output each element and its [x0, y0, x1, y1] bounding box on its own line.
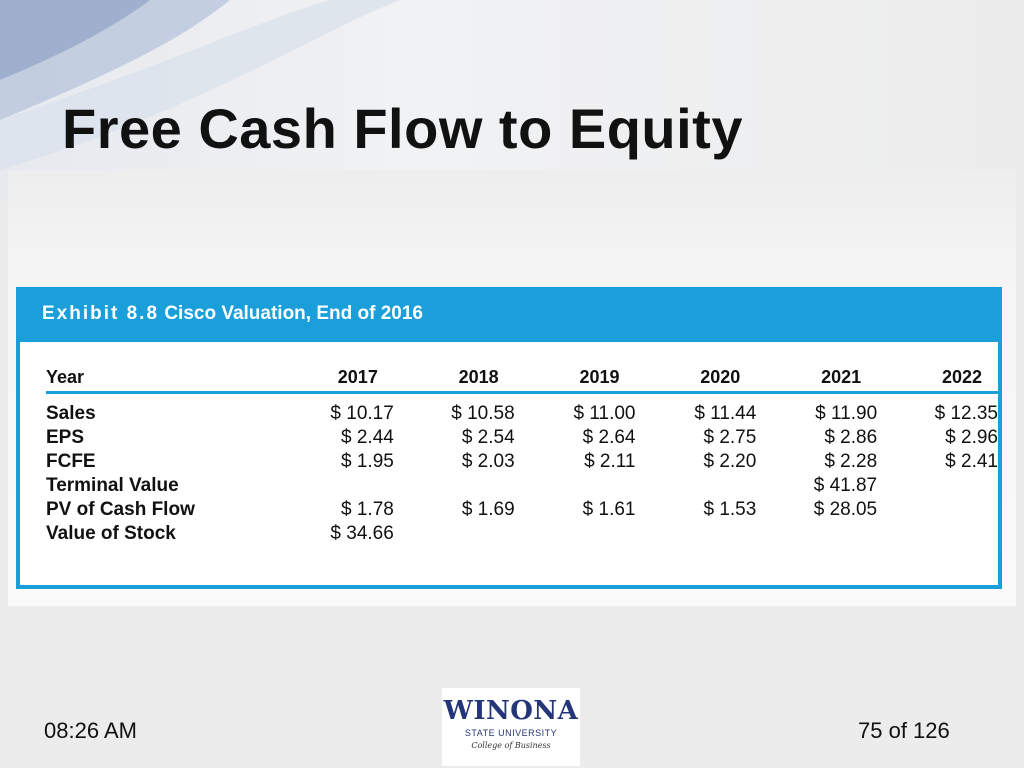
table-header-row: Year 2017 2018 2019 2020 2021 2022	[46, 363, 998, 394]
table-cell: $ 1.69	[461, 499, 515, 520]
table-cell: $ 41.87	[813, 475, 878, 496]
table-row-eps: EPS $ 2.44 $ 2.54 $ 2.64 $ 2.75 $ 2.86 $…	[46, 426, 998, 450]
table-cell	[394, 522, 515, 546]
year-column-header: 2018	[393, 363, 515, 394]
table-row-fcfe: FCFE $ 1.95 $ 2.03 $ 2.11 $ 2.20 $ 2.28 …	[46, 450, 998, 474]
table-cell	[635, 474, 756, 498]
logo-wordmark: WINONA	[443, 696, 579, 726]
table-cell	[756, 522, 877, 546]
table-cell	[515, 474, 636, 498]
table-row-pv-of-cash-flow: PV of Cash Flow $ 1.78 $ 1.69 $ 1.61 $ 1…	[46, 498, 998, 522]
table-cell: $ 10.58	[451, 403, 515, 424]
slide-title: Free Cash Flow to Equity	[62, 97, 743, 160]
table-cell: $ 2.28	[824, 451, 878, 472]
year-column-header: 2020	[635, 363, 757, 394]
table-row-sales: Sales $ 10.17 $ 10.58 $ 11.00 $ 11.44 $ …	[46, 393, 998, 427]
row-label: PV of Cash Flow	[46, 499, 195, 520]
table-cell: $ 10.17	[330, 403, 394, 424]
table-row-terminal-value: Terminal Value $ 41.87	[46, 474, 998, 498]
table-cell: $ 2.11	[584, 451, 636, 472]
background-swoosh	[0, 0, 1024, 200]
table-row-value-of-stock: Value of Stock $ 34.66	[46, 522, 998, 546]
table-cell: $ 2.64	[582, 427, 636, 448]
logo-subtitle: STATE UNIVERSITY	[464, 728, 558, 738]
table-cell: $ 28.05	[813, 499, 878, 520]
table-cell: $ 11.90	[815, 403, 878, 424]
winona-state-logo: WINONA STATE UNIVERSITY College of Busin…	[442, 688, 580, 766]
row-label: Terminal Value	[46, 475, 179, 496]
logo-college: College of Business	[471, 741, 551, 750]
row-label: FCFE	[46, 451, 96, 472]
table-cell	[635, 522, 756, 546]
table-cell: $ 2.41	[945, 451, 998, 472]
table-cell: $ 11.00	[573, 403, 636, 424]
exhibit-caption: Cisco Valuation, End of 2016	[164, 303, 423, 324]
footer-time: 08:26 AM	[44, 718, 137, 743]
exhibit-label: Exhibit 8.8	[42, 303, 160, 324]
table-cell: $ 12.35	[934, 403, 998, 424]
table-cell: $ 1.78	[341, 499, 394, 520]
valuation-table: Year 2017 2018 2019 2020 2021 2022 Sales…	[46, 363, 998, 546]
table-cell: $ 1.61	[582, 499, 636, 520]
table-cell: $ 2.44	[341, 427, 394, 448]
exhibit-header: Exhibit 8.8 Cisco Valuation, End of 2016	[20, 287, 998, 342]
year-column-header: 2019	[514, 363, 636, 394]
year-header: Year	[46, 363, 273, 394]
table-cell: $ 11.44	[694, 403, 757, 424]
table-cell: $ 2.20	[703, 451, 757, 472]
page-number: 75 of 126	[858, 718, 950, 743]
table-cell	[877, 474, 998, 498]
table-cell: $ 2.03	[461, 451, 515, 472]
table-cell	[877, 498, 998, 522]
table-cell	[273, 474, 394, 498]
year-column-header: 2021	[756, 363, 878, 394]
table-cell	[394, 474, 515, 498]
exhibit-title: Exhibit 8.8 Cisco Valuation, End of 2016	[42, 303, 423, 325]
table-cell: $ 1.95	[341, 451, 394, 472]
exhibit-table-panel: Exhibit 8.8 Cisco Valuation, End of 2016…	[16, 287, 1002, 589]
table-cell: $ 34.66	[330, 523, 394, 544]
table-cell: $ 1.53	[703, 499, 757, 520]
table-cell: $ 2.54	[461, 427, 515, 448]
table-cell	[515, 522, 636, 546]
row-label: Sales	[46, 403, 96, 424]
table-cell: $ 2.75	[703, 427, 757, 448]
table-cell: $ 2.96	[945, 427, 998, 448]
row-label: Value of Stock	[46, 523, 176, 544]
table-cell	[877, 522, 998, 546]
table-cell: $ 2.86	[824, 427, 878, 448]
year-column-header: 2017	[273, 363, 394, 394]
year-column-header: 2022	[877, 363, 998, 394]
row-label: EPS	[46, 427, 85, 448]
